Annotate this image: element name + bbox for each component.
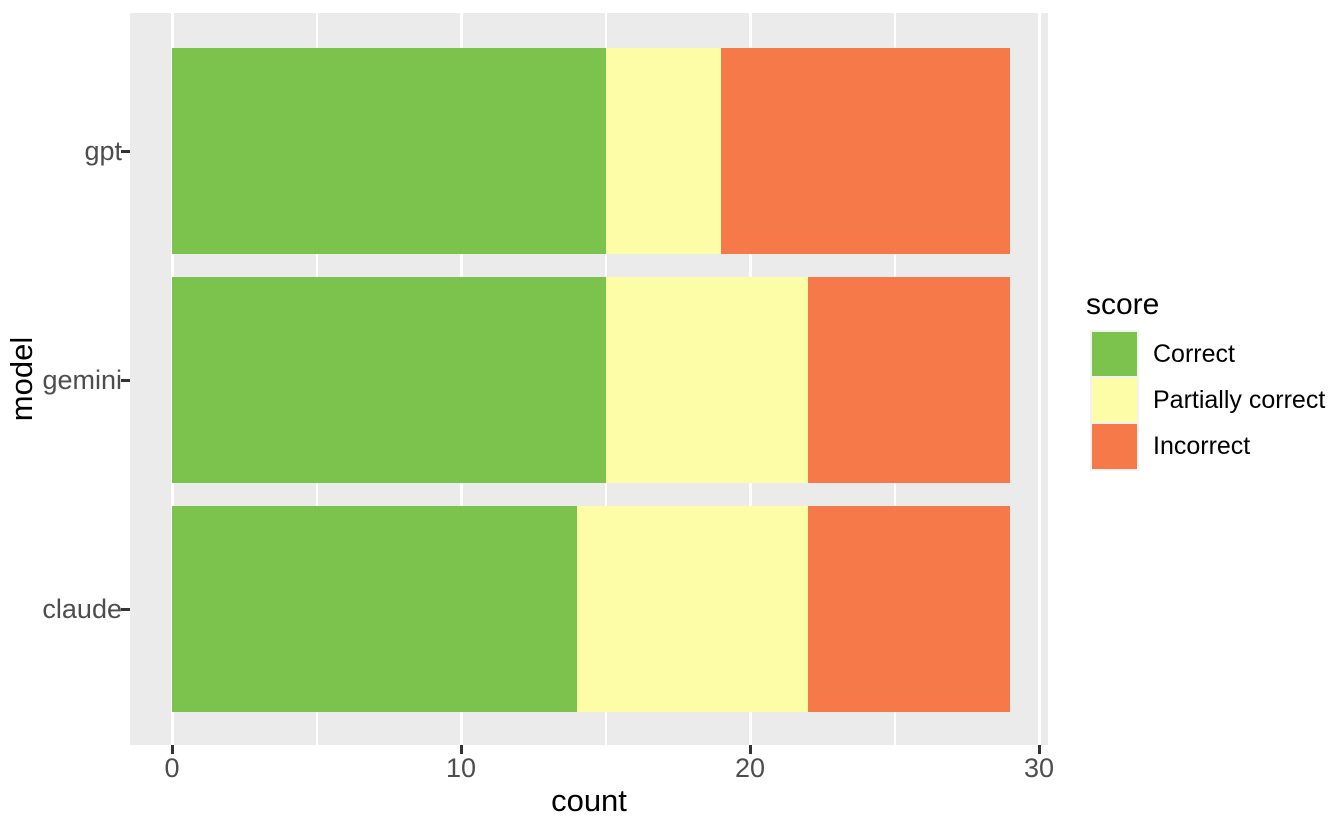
- x-tick-mark: [1037, 745, 1041, 754]
- legend-label: Partially correct: [1153, 386, 1326, 414]
- legend-key-swatch: [1090, 330, 1139, 379]
- legend-title: score: [1086, 288, 1160, 321]
- y-axis-title: model: [4, 336, 39, 422]
- bar-segment-gemini: [807, 277, 1011, 483]
- bar-segment-gemini: [605, 277, 808, 483]
- plot-panel: [130, 13, 1048, 745]
- bar-segment-gpt: [721, 48, 1011, 254]
- y-tick-mark: [121, 607, 130, 611]
- x-tick-mark: [170, 745, 174, 754]
- legend-item: Partially correct: [1090, 376, 1326, 425]
- x-tick-label: 30: [1023, 753, 1055, 783]
- x-tick-mark: [748, 745, 752, 754]
- bar-segment-claude: [172, 506, 577, 712]
- x-tick-mark: [459, 745, 463, 754]
- x-tick-label: 10: [445, 753, 477, 783]
- legend-item: Correct: [1090, 330, 1325, 379]
- x-tick-label: 20: [734, 753, 766, 783]
- legend-item: Incorrect: [1090, 422, 1325, 471]
- legend-key-swatch: [1090, 422, 1139, 471]
- y-tick-label: gemini: [42, 365, 122, 395]
- y-tick-label: claude: [42, 594, 122, 624]
- y-tick-label: gpt: [84, 136, 122, 166]
- y-tick-mark: [121, 149, 130, 153]
- bar-segment-gemini: [172, 277, 606, 483]
- legend-key-swatch: [1090, 376, 1139, 425]
- bar-segment-gpt: [172, 48, 606, 254]
- x-tick-label: 0: [164, 753, 180, 783]
- bar-segment-claude: [807, 506, 1011, 712]
- legend-label: Incorrect: [1153, 432, 1251, 460]
- x-gridline-major: [1037, 13, 1041, 745]
- legend-items: Correct Partially correct Incorrect: [1090, 330, 1326, 471]
- legend-label: Correct: [1153, 340, 1235, 368]
- bar-segment-gpt: [605, 48, 722, 254]
- bar-segment-claude: [576, 506, 808, 712]
- y-tick-mark: [121, 378, 130, 382]
- x-axis-title: count: [551, 783, 627, 818]
